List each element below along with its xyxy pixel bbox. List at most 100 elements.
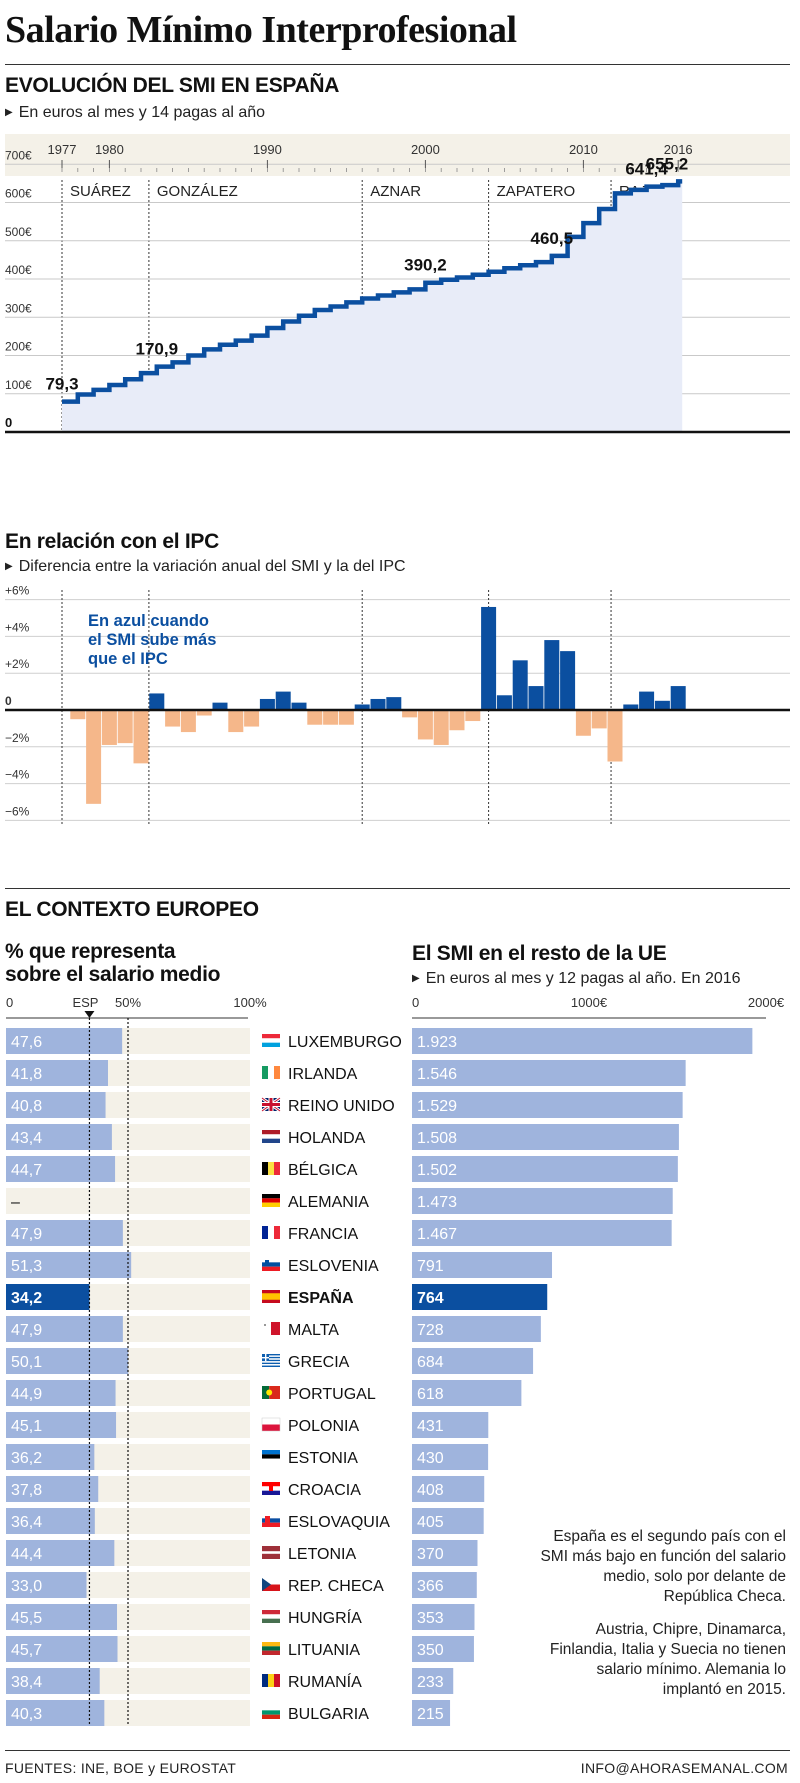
ipc-bar: [228, 710, 244, 733]
flag-part: [262, 1365, 280, 1367]
country-flag-icon: [262, 1162, 280, 1175]
wage-share-value: 38,4: [11, 1674, 42, 1691]
flag-part: [264, 1324, 266, 1326]
wage-share-heading-line: sobre el salario medio: [5, 963, 221, 986]
period-label: GONZÁLEZ: [157, 183, 238, 200]
flag-part: [262, 1450, 280, 1455]
flag-part: [274, 1674, 280, 1687]
y-tick-label: +6%: [5, 584, 30, 598]
country-flag-icon: [262, 1130, 280, 1143]
flag-part: [262, 1202, 280, 1207]
ipc-bar: [259, 698, 275, 710]
row-band: [6, 1188, 250, 1214]
ipc-bar: [402, 710, 418, 718]
country-label: ESTONIA: [288, 1450, 358, 1467]
x-tick-label: 0: [412, 995, 419, 1010]
smi-series-line: [5, 179, 790, 434]
wage-share-value: 44,7: [11, 1162, 42, 1179]
ipc-bar: [244, 710, 260, 727]
eu-smi-bar: [412, 1444, 489, 1470]
flag-part: [262, 1614, 280, 1619]
country-flag-icon: [261, 1417, 281, 1432]
flag-part: [262, 1424, 280, 1431]
ipc-bar: [433, 710, 449, 745]
flag-part: [262, 1262, 280, 1267]
flag-part: [262, 1038, 280, 1043]
ipc-bar: [117, 710, 133, 744]
flag-part: [266, 1389, 273, 1396]
ipc-legend-note-line: En azul cuando: [88, 612, 210, 630]
smi-step-line: [62, 179, 683, 404]
flag-part: [262, 1418, 280, 1425]
eu-smi-bar: [412, 1252, 553, 1278]
wage-share-bar: [6, 1060, 108, 1086]
eu-smi-value: 728: [417, 1322, 444, 1339]
country-label: BULGARIA: [288, 1706, 369, 1723]
eu-smi-value: 1.923: [417, 1034, 457, 1051]
country-flag-icon: [262, 1546, 280, 1559]
eu-smi-axis: 0 1000€ 2000€: [412, 995, 785, 1019]
wage-share-value: 36,4: [11, 1514, 42, 1531]
flag-part: [262, 1103, 280, 1106]
wage-share-bar: [6, 1540, 115, 1566]
country-label: LITUANIA: [288, 1642, 360, 1659]
eu-smi-value: 370: [417, 1546, 444, 1563]
country-label: ESLOVENIA: [288, 1258, 379, 1275]
wage-share-heading-line: % que representa: [5, 940, 176, 963]
flag-part: [262, 1714, 280, 1719]
ipc-bar: [607, 710, 623, 762]
wage-share-bar: [6, 1252, 132, 1278]
ipc-bar: [149, 693, 165, 710]
eu-smi-bar: [412, 1220, 672, 1246]
country-label: ALEMANIA: [288, 1194, 369, 1211]
ipc-bar: [591, 710, 607, 729]
ipc-bar: [275, 691, 291, 710]
wage-share-bar: [6, 1028, 123, 1054]
flag-part: [262, 1162, 268, 1175]
x-tick-label: 2010: [569, 142, 598, 157]
wage-share-bar: [6, 1316, 123, 1342]
wage-share-axis: 0 50% 100% ESP: [6, 995, 267, 1019]
x-tick-label: 2000€: [748, 995, 785, 1010]
wage-share-bar: [6, 1284, 90, 1310]
flag-part: [265, 1260, 269, 1265]
wage-share-bar: [6, 1092, 106, 1118]
eu-smi-value: 1.546: [417, 1066, 457, 1083]
ipc-bar: [654, 700, 670, 710]
wage-share-value: 33,0: [11, 1578, 42, 1595]
reference-label: ESP: [72, 995, 98, 1010]
y-tick-label: −6%: [5, 804, 30, 818]
country-label: ESLOVAQUIA: [288, 1514, 390, 1531]
ipc-heading: En relación con el IPC: [5, 530, 219, 553]
flag-part: [262, 1578, 271, 1591]
eu-smi-bar: [412, 1028, 753, 1054]
flag-part: [262, 1482, 280, 1487]
wage-share-value: 41,8: [11, 1066, 42, 1083]
y-tick-label: 0: [5, 694, 12, 708]
wage-share-bar: [6, 1220, 123, 1246]
flag-part: [262, 1642, 280, 1647]
eu-smi-bar: [412, 1316, 541, 1342]
flag-part: [262, 1138, 280, 1143]
y-tick-label: −4%: [5, 768, 30, 782]
flag-part: [262, 1357, 269, 1359]
wage-share-bar: [6, 1572, 87, 1598]
ipc-bar: [623, 704, 639, 710]
europe-heading: EL CONTEXTO EUROPEO: [5, 898, 259, 921]
period-label: ZAPATERO: [497, 183, 576, 200]
eu-smi-bar: [412, 1668, 454, 1694]
country-flag-icon: [262, 1386, 280, 1399]
country-label: PORTUGAL: [288, 1386, 376, 1403]
ipc-bar: [307, 710, 323, 725]
flag-part: [262, 1258, 280, 1263]
eu-smi-value: 1.473: [417, 1194, 457, 1211]
y-tick-label: −2%: [5, 731, 30, 745]
wage-share-bar: [6, 1156, 116, 1182]
smi-evolution-chart: SUÁREZGONZÁLEZAZNARZAPATERORAJOY 100€200…: [5, 134, 790, 434]
eu-smi-value: 233: [417, 1674, 444, 1691]
data-label: 170,9: [136, 340, 179, 359]
x-tick-label: 1977: [48, 142, 77, 157]
reference-marker: [84, 1011, 95, 1018]
ipc-bar: [133, 710, 149, 764]
ipc-legend-note-line: que el IPC: [88, 650, 168, 668]
